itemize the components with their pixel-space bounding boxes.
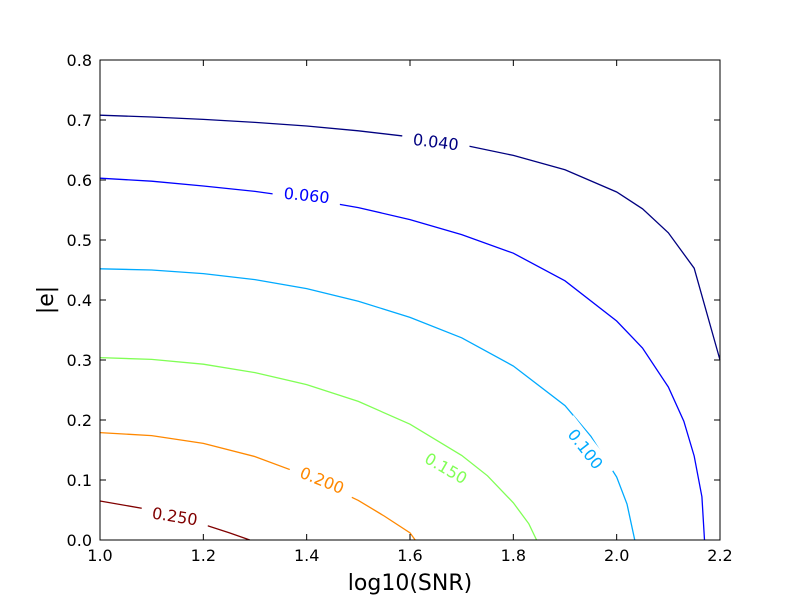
contour-label-0.250: 0.250	[151, 504, 199, 530]
x-tick-label: 1.4	[294, 546, 319, 565]
contour-label-gap	[411, 441, 482, 495]
x-axis-label: log10(SNR)	[348, 571, 472, 596]
x-tick-label: 1.2	[191, 546, 216, 565]
x-tick-label: 1.8	[501, 546, 526, 565]
contour-label-gap	[286, 457, 358, 503]
y-tick-label: 0.1	[67, 471, 92, 490]
contour-line-0.200	[99, 431, 416, 541]
contour-line-0.060	[99, 177, 706, 541]
y-tick-label: 0.8	[67, 51, 92, 70]
contour-label-gap	[271, 180, 342, 210]
contour-label-group: 0.250	[139, 499, 211, 533]
y-tick-label: 0.7	[67, 111, 92, 130]
contour-label-group: 0.200	[286, 457, 358, 503]
y-axis-label: |e|	[34, 286, 59, 314]
contour-label-group: 0.040	[400, 126, 471, 157]
contour-label-0.060: 0.060	[283, 184, 331, 208]
contour-label-group: 0.060	[271, 180, 342, 210]
contour-label-0.150: 0.150	[421, 449, 470, 488]
y-tick-label: 0.6	[67, 171, 92, 190]
contour-label-gap	[400, 126, 471, 157]
contour-line-0.150	[99, 356, 538, 541]
contour-label-gap	[139, 499, 211, 533]
y-tick-label: 0.0	[67, 531, 92, 550]
x-tick-label: 2.2	[707, 546, 732, 565]
x-tick-label: 1.0	[87, 546, 112, 565]
x-tick-label: 2.0	[604, 546, 629, 565]
y-tick-label: 0.3	[67, 351, 92, 370]
contour-line-0.100	[99, 268, 636, 541]
x-tick-label: 1.6	[397, 546, 422, 565]
y-tick-label: 0.4	[67, 291, 92, 310]
contour-label-group: 0.150	[411, 441, 482, 495]
contour-line-0.040	[99, 114, 721, 361]
y-tick-label: 0.2	[67, 411, 92, 430]
y-tick-label: 0.5	[67, 231, 92, 250]
axis-ticks: 1.0 1.2 1.4 1.6 1.8 2.0 2.2 0.0 0.1 0.2 0.3 0.4 0.5 0…	[67, 51, 733, 565]
contour-lines	[99, 114, 721, 541]
contour-label-gap	[556, 415, 616, 483]
contour-label-group: 0.100	[556, 415, 616, 483]
